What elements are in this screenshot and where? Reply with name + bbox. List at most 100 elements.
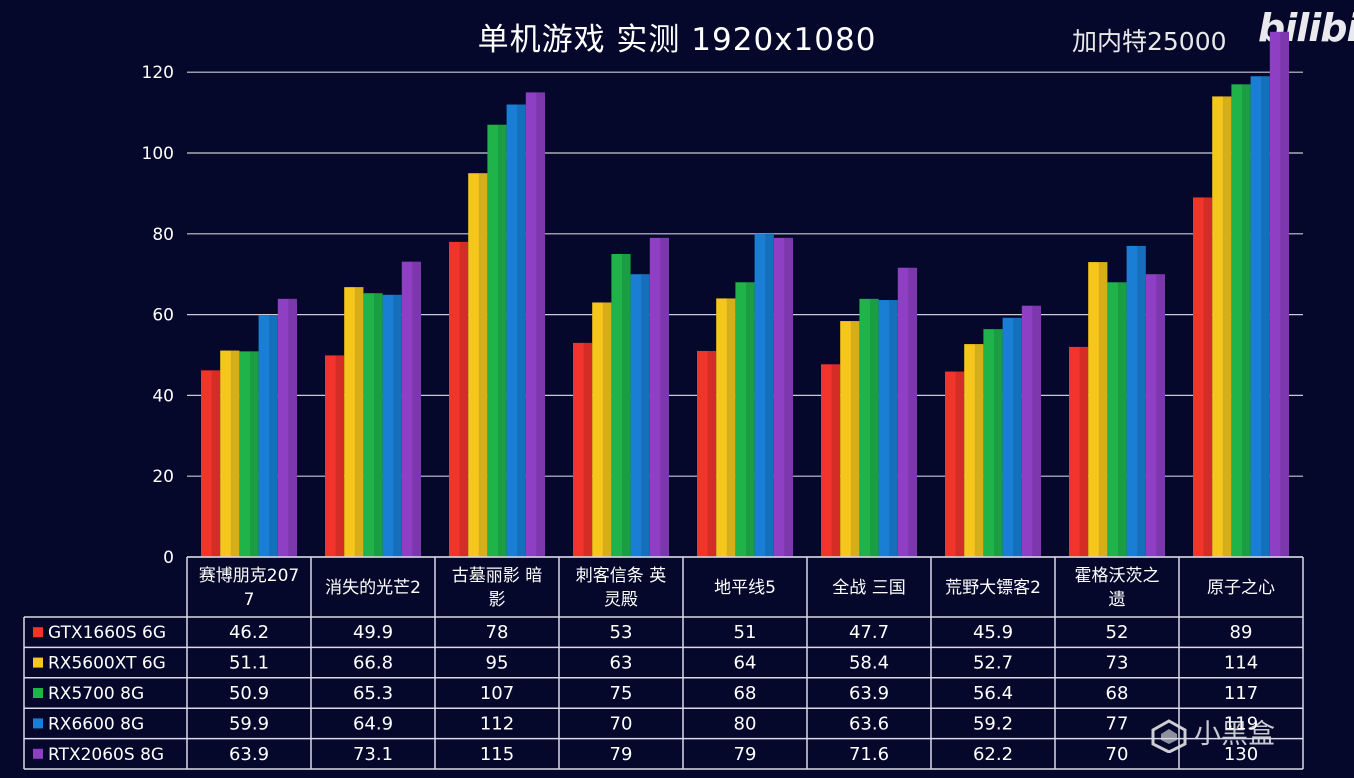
xiaoheihe-logo-icon [1151,718,1187,753]
category-label: 古墓丽影 暗 [452,566,542,586]
bar-shade [831,364,841,557]
bar-gtx1660s-6g [325,355,345,557]
bar-shade [850,321,860,557]
category-label: 全战 三国 [832,578,905,598]
category-label: 地平线5 [714,578,776,598]
bar-rx5600xt-6g [1212,96,1232,557]
bar-rtx2060s-8g [277,298,297,557]
legend-label: RX5700 8G [48,684,144,704]
category-label: 刺客信条 英 [576,566,666,586]
bar-rx6600-8g [630,274,650,557]
bar-shade [602,302,612,557]
bar-shade [1032,305,1041,557]
bar-shade [335,355,345,557]
data-cell: 59.2 [973,713,1013,734]
data-cell: 45.9 [973,622,1013,643]
bar-gtx1660s-6g [573,342,593,557]
chart-subtitle: 加内特25000 [1072,27,1227,56]
bar-rtx2060s-8g [649,237,669,557]
data-cell: 65.3 [353,683,393,704]
bar-shade [1241,84,1251,557]
category-label: 7 [244,590,255,610]
bar-shade [908,267,917,557]
data-cell: 51 [734,622,757,643]
bars [201,31,1289,558]
corner-logo-text: 小黑盒 [1194,719,1275,750]
bar-shade [1280,31,1289,558]
bar-rtx2060s-8g [773,237,793,557]
category-label: 影 [489,590,506,610]
data-cell: 68 [1106,683,1129,704]
bar-shade [478,173,488,557]
bar-shade [412,261,421,557]
data-cell: 70 [1106,744,1129,765]
bar-shade [784,237,793,557]
bar-shade [249,351,259,557]
bar-shade [621,254,631,557]
bar-shade [1261,76,1270,558]
category-label: 遗 [1109,590,1126,610]
bar-rx6600-8g [878,300,898,557]
bar-gtx1660s-6g [1193,197,1213,557]
y-tick-label: 60 [152,306,174,326]
data-cell: 51.1 [229,653,269,674]
bar-shade [373,293,383,557]
bar-shade [393,294,402,557]
y-tick-label: 120 [142,63,174,83]
legend-swatch [33,627,43,638]
bar-shade [641,274,650,557]
bar-rx5600xt-6g [344,287,364,557]
bar-shade [889,300,898,557]
bar-shade [765,233,774,558]
bar-shade [1203,197,1213,557]
data-cell: 63.6 [849,713,889,734]
data-cell: 80 [734,713,757,734]
bar-rtx2060s-8g [1021,305,1041,557]
y-axis: 0 20 40 60 80 100 120 [142,63,174,568]
data-table: 赛博朋克207 7 消失的光芒2 古墓丽影 暗影 刺客信条 英灵殿 地平线5 全战 三国 荒野… [23,556,1304,770]
legend-swatch [33,718,43,729]
data-cell: 70 [610,713,633,734]
bar-rx5700-8g [487,124,507,557]
bar-rx6600-8g [506,104,526,558]
bar-shade [955,371,965,557]
xiaoheihe-watermark: 小黑盒 [1150,712,1275,753]
data-cell: 79 [734,744,757,765]
category-label: 霍格沃茨之 [1075,566,1160,586]
bar-rtx2060s-8g [897,267,917,557]
bar-gtx1660s-6g [945,371,965,557]
data-cell: 130 [1224,744,1258,765]
legend-swatch [33,748,43,759]
bar-rtx2060s-8g [1269,31,1289,558]
legend-label: RTX2060S 8G [48,745,164,765]
y-tick-label: 0 [163,548,174,568]
bar-shade [459,241,469,557]
bar-shade [869,298,879,557]
bar-shade [1137,245,1146,558]
y-tick-label: 40 [152,386,174,406]
y-tick-label: 20 [152,467,174,487]
bar-rx6600-8g [754,233,774,558]
legend-label: RX6600 8G [48,714,144,734]
bar-rx6600-8g [258,315,278,557]
data-cell: 66.8 [353,653,393,674]
data-cell: 64 [734,653,757,674]
bar-shade [288,298,297,557]
data-cell: 52 [1106,622,1129,643]
bar-rx5700-8g [1231,84,1251,557]
data-cell: 89 [1230,622,1253,643]
legend-swatch [33,657,43,668]
bar-rx5600xt-6g [468,173,488,557]
bar-shade [211,370,221,557]
data-cell: 78 [486,622,509,643]
category-label: 赛博朋克207 [199,565,299,586]
data-cell: 62.2 [973,744,1013,765]
data-cell: 59.9 [229,713,269,734]
bar-shade [1013,317,1022,557]
bar-shade [1156,274,1165,557]
data-cell: 46.2 [229,622,269,643]
data-cell: 58.4 [849,653,889,674]
bar-rx5700-8g [859,298,879,557]
bar-shade [1098,262,1108,557]
